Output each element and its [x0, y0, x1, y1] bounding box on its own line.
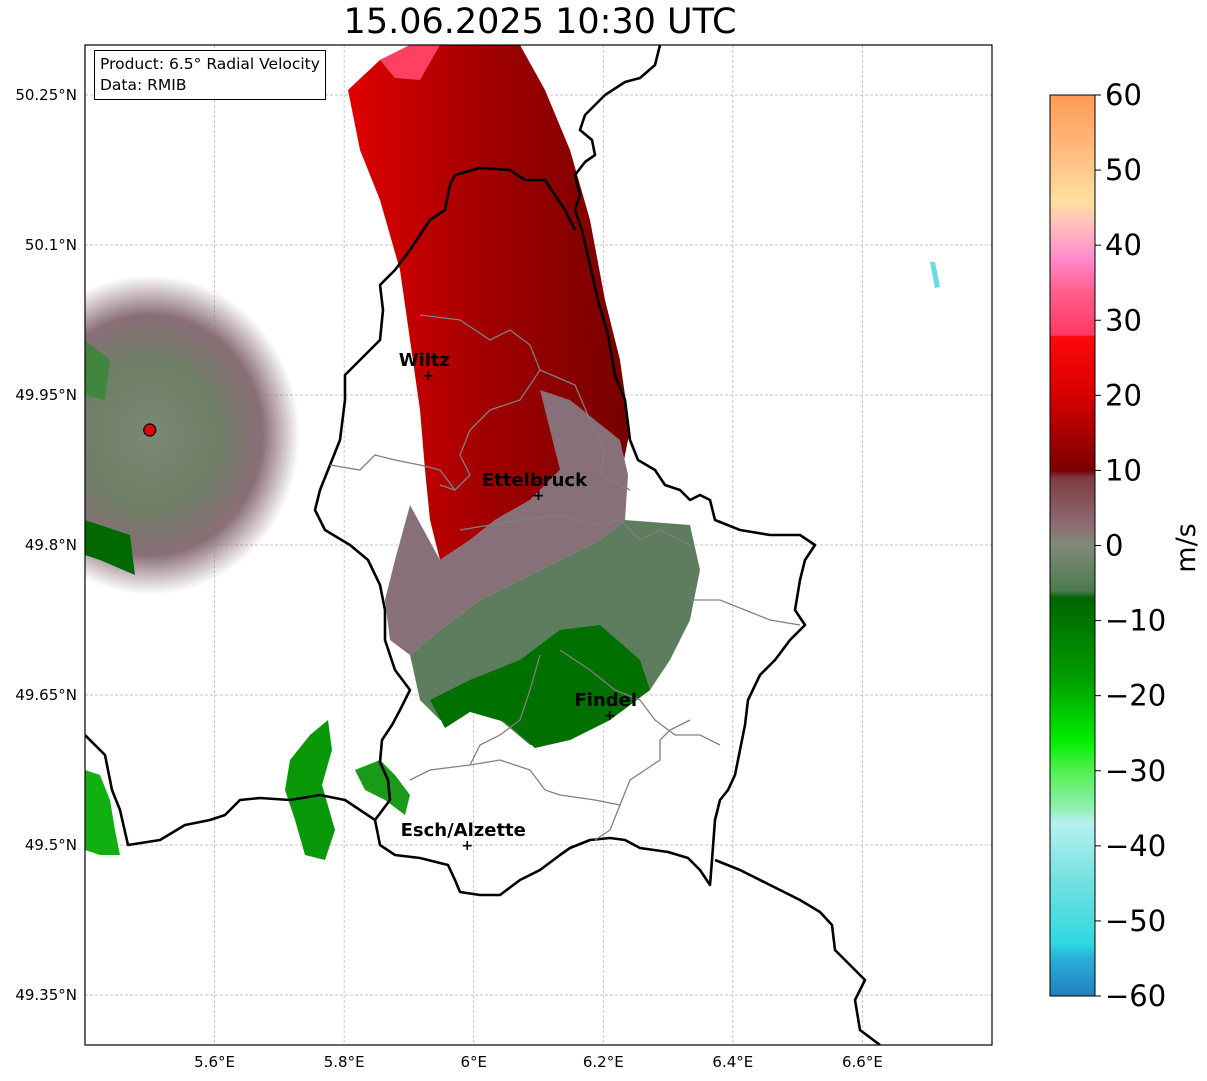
- product-label: Product: 6.5° Radial Velocity: [100, 55, 320, 73]
- lat-tick-label: 49.5°N: [25, 836, 77, 854]
- green-echo-south-west-1: [285, 720, 335, 860]
- district-borders: [329, 314, 801, 841]
- lat-tick-label: 49.8°N: [25, 536, 77, 554]
- longitude-tick-labels: 5.6°E 5.8°E 6°E 6.2°E 6.4°E 6.6°E: [194, 1053, 883, 1071]
- city-marker: +: [604, 708, 616, 724]
- lat-tick-label: 50.1°N: [25, 236, 77, 254]
- map-title: 15.06.2025 10:30 UTC: [343, 2, 737, 42]
- country-borders: [85, 45, 881, 1045]
- data-source-label: Data: RMIB: [100, 76, 187, 94]
- radar-green-fringe-north: [85, 340, 110, 400]
- radar-site-marker: [143, 423, 157, 437]
- lon-tick-label: 5.6°E: [194, 1053, 235, 1071]
- lat-tick-label: 49.65°N: [15, 686, 77, 704]
- green-echo-south-west-2: [355, 760, 410, 815]
- product-info-box: Product: 6.5° Radial Velocity Data: RMIB: [94, 50, 326, 100]
- latitude-tick-labels: 50.25°N 50.1°N 49.95°N 49.8°N 49.65°N 49.5°N 4…: [15, 86, 77, 1004]
- radar-green-fringe: [85, 520, 135, 575]
- lon-tick-label: 5.8°E: [324, 1053, 365, 1071]
- cyan-echo-east: [930, 262, 940, 288]
- dark-green-velocity-core: [430, 625, 650, 748]
- lon-tick-label: 6.6°E: [842, 1053, 883, 1071]
- lon-tick-label: 6.4°E: [712, 1053, 753, 1071]
- city-label: Esch/Alzette: [401, 820, 526, 841]
- lat-tick-label: 49.35°N: [15, 986, 77, 1004]
- city-marker: +: [461, 838, 473, 854]
- city-label: Ettelbruck: [482, 470, 588, 491]
- pink-velocity-fringe: [380, 45, 440, 80]
- lat-tick-label: 50.25°N: [15, 86, 77, 104]
- lon-tick-label: 6°E: [460, 1053, 487, 1071]
- lon-tick-label: 6.2°E: [583, 1053, 624, 1071]
- map-frame: [84, 44, 993, 1046]
- city-marker: +: [422, 368, 434, 384]
- city-label: Wiltz: [399, 350, 450, 371]
- city-marker: +: [533, 488, 545, 504]
- city-layer: +Wiltz+Ettelbruck+Findel+Esch/Alzette: [399, 350, 637, 854]
- lat-tick-label: 49.95°N: [15, 386, 77, 404]
- radar-echoes: [85, 45, 940, 860]
- green-echo-west-edge: [85, 770, 120, 855]
- city-label: Findel: [574, 690, 637, 711]
- radar-near-field-echo: [85, 275, 300, 595]
- plot-area: +Wiltz+Ettelbruck+Findel+Esch/Alzette: [85, 45, 992, 1045]
